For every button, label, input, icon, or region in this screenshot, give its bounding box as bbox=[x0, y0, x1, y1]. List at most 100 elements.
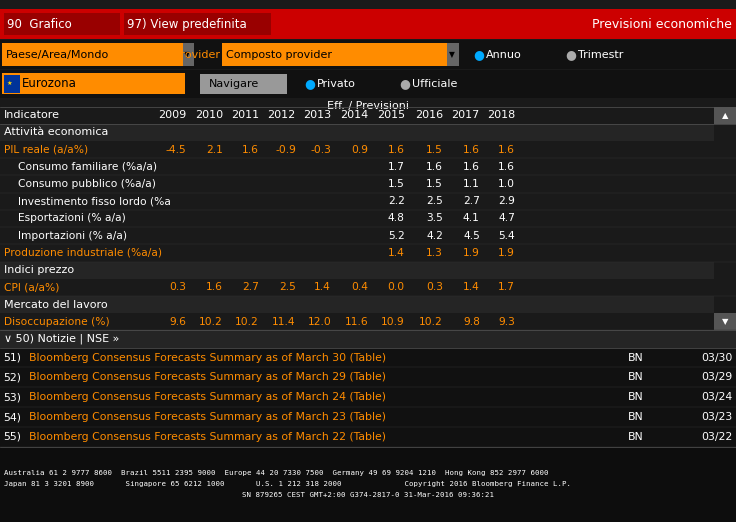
Text: 1.6: 1.6 bbox=[463, 162, 480, 172]
Text: BN: BN bbox=[629, 392, 644, 402]
Text: 1.7: 1.7 bbox=[388, 162, 405, 172]
Text: ●: ● bbox=[400, 77, 411, 90]
Text: 9.3: 9.3 bbox=[498, 317, 515, 327]
Text: ▼: ▼ bbox=[449, 50, 455, 59]
Text: 1.1: 1.1 bbox=[463, 179, 480, 189]
Text: Bloomberg Consensus Forecasts Summary as of March 24 (Table): Bloomberg Consensus Forecasts Summary as… bbox=[29, 392, 386, 402]
Text: 52): 52) bbox=[4, 372, 21, 383]
Text: 10.2: 10.2 bbox=[236, 317, 259, 327]
Text: BN: BN bbox=[629, 412, 644, 422]
Text: 3.5: 3.5 bbox=[426, 213, 443, 223]
Text: 03/23: 03/23 bbox=[701, 412, 732, 422]
Text: 2013: 2013 bbox=[303, 110, 331, 121]
Text: Japan 81 3 3201 8900       Singapore 65 6212 1000       U.S. 1 212 318 2000     : Japan 81 3 3201 8900 Singapore 65 6212 1… bbox=[4, 481, 570, 488]
Bar bbox=[4, 75, 20, 93]
Text: Australia 61 2 9777 8600  Brazil 5511 2395 9000  Europe 44 20 7330 7500  Germany: Australia 61 2 9777 8600 Brazil 5511 239… bbox=[4, 470, 548, 476]
Text: Consumo pubblico (%a/a): Consumo pubblico (%a/a) bbox=[18, 179, 156, 189]
Text: Mercato del lavoro: Mercato del lavoro bbox=[4, 300, 107, 310]
Text: ★: ★ bbox=[7, 81, 13, 86]
Text: Importazioni (% a/a): Importazioni (% a/a) bbox=[18, 231, 127, 241]
Text: ●: ● bbox=[473, 48, 484, 61]
Text: -0.3: -0.3 bbox=[311, 145, 331, 155]
Text: Consumo familiare (%a/a): Consumo familiare (%a/a) bbox=[18, 162, 158, 172]
Text: 1.4: 1.4 bbox=[463, 282, 480, 292]
Bar bbox=[0, 279, 714, 296]
Text: 5.2: 5.2 bbox=[388, 231, 405, 241]
Bar bbox=[124, 13, 271, 35]
Text: Bloomberg Consensus Forecasts Summary as of March 22 (Table): Bloomberg Consensus Forecasts Summary as… bbox=[29, 432, 386, 442]
Text: Provider: Provider bbox=[174, 50, 221, 60]
Text: 2009: 2009 bbox=[158, 110, 186, 121]
Text: 51): 51) bbox=[4, 352, 21, 363]
Text: 1.6: 1.6 bbox=[388, 145, 405, 155]
Bar bbox=[0, 262, 714, 279]
Text: 2017: 2017 bbox=[452, 110, 480, 121]
Text: 2012: 2012 bbox=[268, 110, 296, 121]
Bar bbox=[200, 74, 287, 94]
Text: 90  Grafico: 90 Grafico bbox=[7, 18, 72, 30]
Bar bbox=[0, 227, 714, 244]
Text: 0.3: 0.3 bbox=[169, 282, 186, 292]
Text: SN 879265 CEST GMT+2:00 G374-2817-0 31-Mar-2016 09:36:21: SN 879265 CEST GMT+2:00 G374-2817-0 31-M… bbox=[242, 492, 494, 498]
Text: 11.6: 11.6 bbox=[344, 317, 368, 327]
Text: Privato: Privato bbox=[316, 79, 355, 89]
Text: 0.0: 0.0 bbox=[388, 282, 405, 292]
Text: 12.0: 12.0 bbox=[308, 317, 331, 327]
Text: Eurozona: Eurozona bbox=[22, 77, 77, 90]
Text: ∨ 50) Notizie | NSE »: ∨ 50) Notizie | NSE » bbox=[4, 334, 119, 345]
Bar bbox=[0, 367, 736, 387]
Text: Esportazioni (% a/a): Esportazioni (% a/a) bbox=[18, 213, 126, 223]
Bar bbox=[0, 447, 736, 522]
Text: 2011: 2011 bbox=[231, 110, 259, 121]
Bar bbox=[0, 40, 736, 69]
Text: Bloomberg Consensus Forecasts Summary as of March 30 (Table): Bloomberg Consensus Forecasts Summary as… bbox=[29, 352, 386, 363]
Text: 0.3: 0.3 bbox=[426, 282, 443, 292]
Text: 1.6: 1.6 bbox=[498, 162, 515, 172]
Text: -4.5: -4.5 bbox=[166, 145, 186, 155]
Text: Trimestr: Trimestr bbox=[578, 50, 623, 60]
Text: 1.4: 1.4 bbox=[314, 282, 331, 292]
Text: 1.4: 1.4 bbox=[388, 248, 405, 258]
Bar bbox=[0, 193, 714, 210]
Text: 03/29: 03/29 bbox=[701, 372, 732, 383]
Text: 1.7: 1.7 bbox=[498, 282, 515, 292]
Text: 5.4: 5.4 bbox=[498, 231, 515, 241]
Text: BN: BN bbox=[629, 432, 644, 442]
Text: 03/22: 03/22 bbox=[701, 432, 732, 442]
Text: ●: ● bbox=[565, 48, 576, 61]
Text: Investimento fisso lordo (%a: Investimento fisso lordo (%a bbox=[18, 196, 171, 206]
Bar bbox=[0, 175, 714, 193]
Text: 2.2: 2.2 bbox=[388, 196, 405, 206]
Bar bbox=[714, 107, 736, 124]
Text: 1.5: 1.5 bbox=[388, 179, 405, 189]
Text: 4.1: 4.1 bbox=[463, 213, 480, 223]
Text: 03/30: 03/30 bbox=[701, 352, 732, 363]
Bar bbox=[2, 43, 185, 66]
Bar bbox=[0, 70, 736, 98]
Text: 4.7: 4.7 bbox=[498, 213, 515, 223]
Bar bbox=[0, 9, 736, 39]
Bar bbox=[0, 107, 714, 124]
Text: 53): 53) bbox=[4, 392, 21, 402]
Bar bbox=[447, 43, 459, 66]
Text: 1.6: 1.6 bbox=[463, 145, 480, 155]
Text: ▼: ▼ bbox=[184, 50, 190, 59]
Text: Produzione industriale (%a/a): Produzione industriale (%a/a) bbox=[4, 248, 162, 258]
Text: ▼: ▼ bbox=[722, 317, 728, 326]
Bar bbox=[714, 313, 736, 330]
Bar bbox=[0, 158, 714, 175]
Text: 54): 54) bbox=[4, 412, 21, 422]
Bar bbox=[183, 43, 194, 66]
Text: Paese/Area/Mondo: Paese/Area/Mondo bbox=[6, 50, 109, 60]
Text: Indici prezzo: Indici prezzo bbox=[4, 265, 74, 275]
Bar bbox=[0, 244, 714, 262]
Text: 1.5: 1.5 bbox=[426, 145, 443, 155]
Text: ●: ● bbox=[304, 77, 315, 90]
Text: 1.9: 1.9 bbox=[463, 248, 480, 258]
Text: 2.7: 2.7 bbox=[242, 282, 259, 292]
Text: 2.5: 2.5 bbox=[426, 196, 443, 206]
Text: 4.2: 4.2 bbox=[426, 231, 443, 241]
Text: 1.3: 1.3 bbox=[426, 248, 443, 258]
Bar bbox=[2, 73, 185, 94]
Text: 10.2: 10.2 bbox=[199, 317, 223, 327]
